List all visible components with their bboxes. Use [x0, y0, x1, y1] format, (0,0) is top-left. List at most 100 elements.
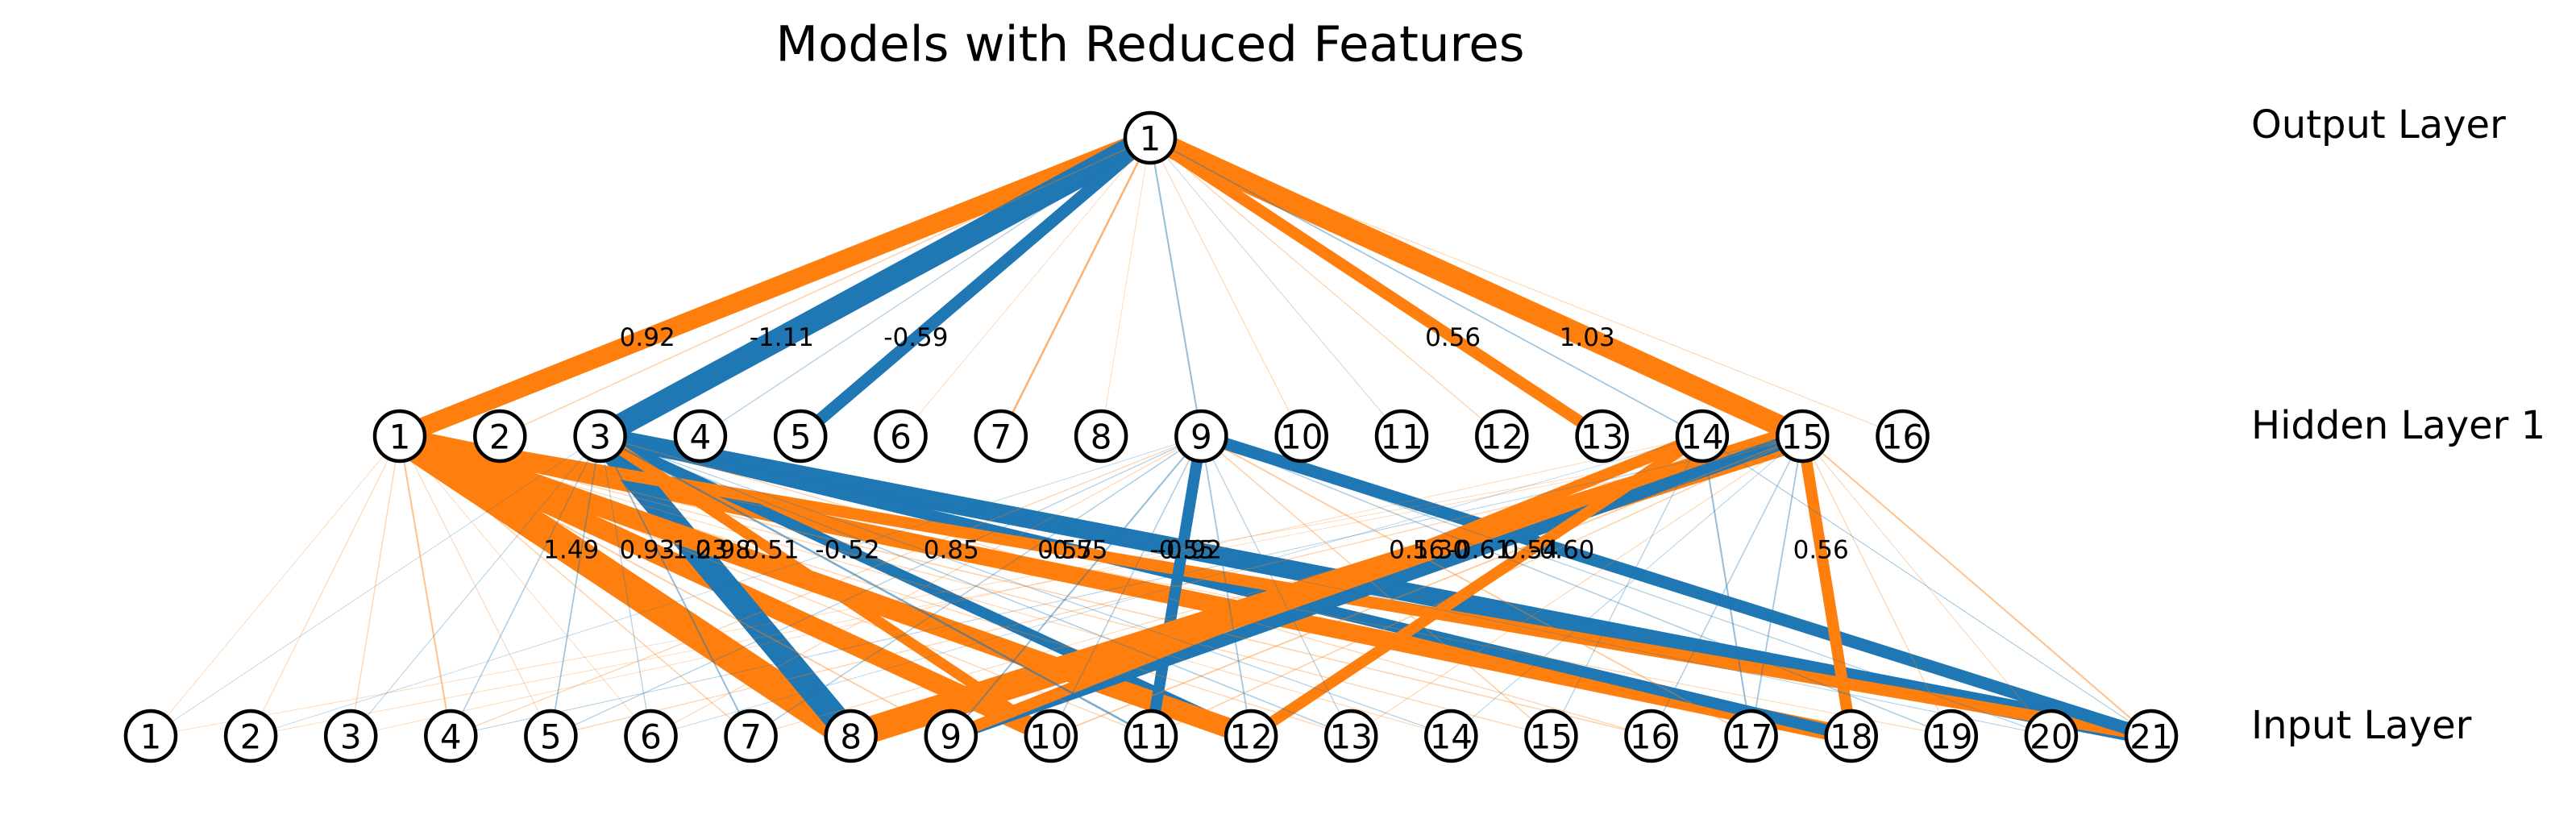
hidden1-node-6: 6: [874, 409, 928, 464]
input-node-17: 17: [1724, 709, 1778, 763]
input-node-label-8: 8: [840, 717, 862, 757]
edge-i16-h15: [1650, 435, 1803, 737]
edge-label-i18-h1: 0.85: [924, 535, 979, 564]
diagram-title: Models with Reduced Features: [775, 16, 1524, 73]
hidden1-node-label-14: 14: [1681, 418, 1723, 457]
edge-h9-o1: [1149, 137, 1203, 437]
output-layer-label: Output Layer: [2251, 102, 2506, 148]
edge-i5-h3: [550, 435, 601, 737]
output-node-1: 1: [1123, 110, 1178, 165]
input-node-circle-20: [2024, 709, 2079, 763]
edge-i15-h14: [1550, 435, 1703, 737]
input-node-6: 6: [624, 709, 678, 763]
input-node-9: 9: [924, 709, 978, 763]
edge-h14-o1: [1149, 137, 1703, 437]
edge-i18-h3: [598, 430, 1853, 742]
input-node-7: 7: [724, 709, 778, 763]
input-node-4: 4: [424, 709, 478, 763]
hidden1-node-2: 2: [473, 409, 527, 464]
input-node-label-10: 10: [1029, 717, 1072, 757]
hidden1-node-circle-4: [673, 409, 728, 464]
edge-label-i21-h3: -0.92: [1157, 535, 1222, 564]
input-node-18: 18: [1824, 709, 1878, 763]
edge-label-i18-h15: 0.56: [1793, 535, 1849, 564]
edge-label-i8-h3: -1.23: [663, 535, 728, 564]
input-node-label-4: 4: [440, 717, 462, 757]
edge-label-i18-h3: -0.55: [1043, 535, 1107, 564]
edge-i4-h15: [451, 435, 1803, 737]
input-node-circle-7: [724, 709, 778, 763]
edge-i17-h9: [1200, 435, 1752, 737]
edge-i9-h15: [949, 430, 1805, 742]
input-node-label-2: 2: [240, 717, 262, 757]
edge-h3-o1: [594, 127, 1156, 447]
hidden1-node-4: 4: [673, 409, 728, 464]
edge-i3-h1: [350, 435, 401, 737]
input-node-label-14: 14: [1430, 717, 1473, 757]
edge-i14-h3: [600, 435, 1452, 737]
hidden1-node-label-4: 4: [690, 418, 712, 457]
edge-i4-h1: [398, 435, 452, 737]
hidden1-node-circle-5: [773, 409, 828, 464]
edge-i19-h1: [399, 435, 1951, 737]
hidden1-node-circle-14: [1675, 409, 1730, 464]
hidden1-node-circle-8: [1074, 409, 1128, 464]
input-node-label-11: 11: [1129, 717, 1172, 757]
output-node-label-1: 1: [1140, 119, 1161, 159]
edge-h7-o1: [999, 137, 1152, 437]
edge-label-h15-o1: 1.03: [1560, 323, 1615, 352]
edge-i18-h15: [1797, 434, 1857, 738]
edge-i16-h1: [399, 435, 1652, 737]
edge-i11-h3: [599, 434, 1152, 738]
input-node-circle-19: [1924, 709, 1979, 763]
hidden1-node-label-15: 15: [1780, 418, 1823, 457]
hidden1-node-label-9: 9: [1190, 418, 1212, 457]
hidden-layer-1-label: Hidden Layer 1: [2251, 403, 2545, 448]
hidden1-node-label-7: 7: [990, 418, 1012, 457]
hidden1-node-5: 5: [773, 409, 828, 464]
edge-i5-h15: [551, 435, 1803, 737]
input-node-label-1: 1: [140, 717, 162, 757]
input-node-circle-15: [1524, 709, 1578, 763]
edge-label-h5-o1: -0.59: [883, 323, 948, 352]
edge-i3-h14: [351, 435, 1702, 737]
edge-i20-h9: [1201, 435, 2052, 737]
hidden1-node-label-6: 6: [890, 418, 912, 457]
input-node-label-7: 7: [740, 717, 762, 757]
hidden1-node-9: 9: [1174, 409, 1228, 464]
input-node-circle-17: [1724, 709, 1778, 763]
hidden1-node-circle-2: [473, 409, 527, 464]
input-node-circle-16: [1624, 709, 1678, 763]
edge-i19-h9: [1201, 435, 1952, 737]
edge-i1-h1: [150, 435, 401, 737]
input-layer-label: Input Layer: [2251, 703, 2472, 748]
hidden1-node-label-12: 12: [1481, 418, 1523, 457]
edge-i9-h14: [949, 430, 1705, 742]
input-node-circle-12: [1224, 709, 1278, 763]
hidden1-node-label-11: 11: [1380, 418, 1423, 457]
hidden1-node-circle-6: [874, 409, 928, 464]
edge-i5-h1: [399, 435, 551, 737]
edge-i7-h15: [750, 435, 1803, 737]
edge-label-i9-h14: 0.56: [1389, 535, 1444, 564]
input-node-circle-21: [2124, 709, 2179, 763]
edge-label-i12-h3: -0.52: [815, 535, 879, 564]
edge-h2-o1: [499, 137, 1151, 437]
input-node-label-13: 13: [1329, 717, 1372, 757]
edge-i2-h15: [251, 435, 1803, 737]
hidden1-node-circle-1: [372, 409, 427, 464]
edge-i3-h3: [350, 435, 600, 737]
hidden1-node-label-1: 1: [389, 418, 411, 457]
input-node-19: 19: [1924, 709, 1979, 763]
edge-i21-h14: [1701, 435, 2152, 737]
edge-label-i10-h3: 0.51: [744, 535, 800, 564]
input-node-circle-5: [524, 709, 578, 763]
edge-h8-o1: [1100, 137, 1151, 437]
hidden1-node-circle-16: [1876, 409, 1930, 464]
input-node-5: 5: [524, 709, 578, 763]
input-node-label-3: 3: [340, 717, 362, 757]
input-node-circle-3: [323, 709, 378, 763]
edge-i11-h15: [1150, 435, 1803, 737]
hidden1-node-circle-13: [1575, 409, 1629, 464]
input-node-11: 11: [1124, 709, 1178, 763]
